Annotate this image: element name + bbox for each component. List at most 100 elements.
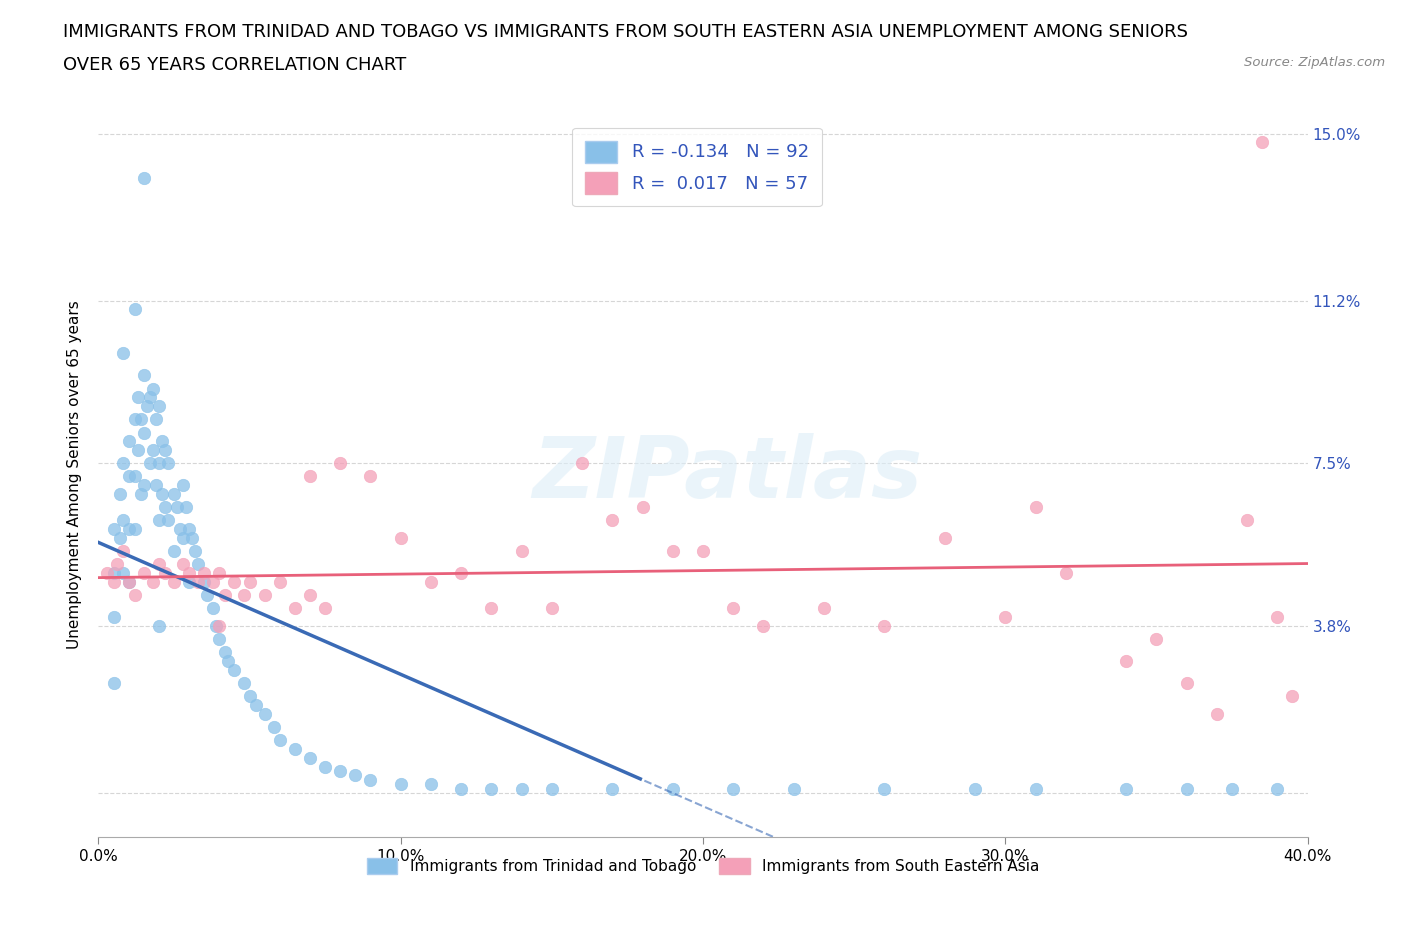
Point	[329, 456, 352, 471]
Point	[420, 777, 443, 791]
Point	[661, 781, 683, 796]
Point	[202, 601, 225, 616]
Point	[103, 522, 125, 537]
Point	[1251, 135, 1274, 150]
Point	[108, 486, 131, 501]
Point	[314, 601, 336, 616]
Point	[111, 456, 134, 471]
Point	[132, 170, 155, 185]
Point	[118, 575, 141, 590]
Point	[1115, 654, 1137, 669]
Point	[132, 565, 155, 580]
Point	[217, 654, 239, 669]
Point	[181, 531, 204, 546]
Point	[127, 443, 149, 458]
Point	[965, 781, 987, 796]
Point	[723, 601, 745, 616]
Point	[450, 565, 472, 580]
Point	[124, 469, 146, 484]
Point	[602, 781, 624, 796]
Point	[187, 557, 209, 572]
Point	[783, 781, 806, 796]
Point	[105, 557, 128, 572]
Point	[284, 741, 307, 756]
Point	[103, 610, 125, 625]
Point	[124, 522, 146, 537]
Point	[187, 575, 209, 590]
Point	[166, 499, 188, 514]
Point	[344, 768, 367, 783]
Point	[150, 434, 173, 449]
Point	[153, 499, 176, 514]
Point	[360, 469, 382, 484]
Point	[389, 531, 412, 546]
Point	[263, 720, 285, 735]
Point	[118, 434, 141, 449]
Point	[284, 601, 307, 616]
Point	[299, 751, 322, 765]
Point	[239, 575, 262, 590]
Point	[118, 575, 141, 590]
Point	[153, 443, 176, 458]
Point	[1220, 781, 1243, 796]
Point	[179, 522, 201, 537]
Point	[1175, 781, 1198, 796]
Point	[450, 781, 472, 796]
Point	[145, 412, 167, 427]
Point	[103, 565, 125, 580]
Point	[813, 601, 835, 616]
Point	[1267, 610, 1289, 625]
Point	[148, 557, 170, 572]
Point	[253, 707, 276, 722]
Point	[1115, 781, 1137, 796]
Point	[150, 486, 173, 501]
Point	[163, 575, 186, 590]
Point	[148, 456, 170, 471]
Point	[142, 575, 165, 590]
Point	[124, 588, 146, 603]
Point	[179, 575, 201, 590]
Point	[124, 412, 146, 427]
Point	[129, 412, 152, 427]
Point	[329, 764, 352, 778]
Point	[232, 676, 254, 691]
Point	[389, 777, 412, 791]
Point	[118, 469, 141, 484]
Point	[208, 631, 231, 646]
Point	[193, 575, 215, 590]
Text: IMMIGRANTS FROM TRINIDAD AND TOBAGO VS IMMIGRANTS FROM SOUTH EASTERN ASIA UNEMPL: IMMIGRANTS FROM TRINIDAD AND TOBAGO VS I…	[63, 23, 1188, 41]
Point	[142, 443, 165, 458]
Point	[193, 565, 215, 580]
Point	[224, 662, 246, 677]
Point	[208, 565, 231, 580]
Point	[232, 588, 254, 603]
Point	[934, 531, 956, 546]
Text: Source: ZipAtlas.com: Source: ZipAtlas.com	[1244, 56, 1385, 69]
Point	[994, 610, 1017, 625]
Point	[214, 588, 236, 603]
Point	[153, 565, 176, 580]
Point	[172, 531, 194, 546]
Point	[299, 588, 322, 603]
Point	[1024, 499, 1046, 514]
Point	[205, 618, 228, 633]
Point	[510, 544, 533, 559]
Point	[184, 544, 207, 559]
Point	[169, 522, 191, 537]
Point	[253, 588, 276, 603]
Point	[172, 557, 194, 572]
Y-axis label: Unemployment Among Seniors over 65 years: Unemployment Among Seniors over 65 years	[67, 300, 83, 649]
Point	[1236, 513, 1258, 528]
Point	[108, 531, 131, 546]
Text: ZIPatlas: ZIPatlas	[531, 432, 922, 516]
Point	[132, 478, 155, 493]
Point	[208, 618, 231, 633]
Point	[631, 499, 654, 514]
Point	[163, 544, 186, 559]
Point	[214, 644, 236, 659]
Point	[540, 781, 562, 796]
Point	[245, 698, 267, 712]
Point	[148, 399, 170, 414]
Point	[481, 781, 503, 796]
Point	[111, 346, 134, 361]
